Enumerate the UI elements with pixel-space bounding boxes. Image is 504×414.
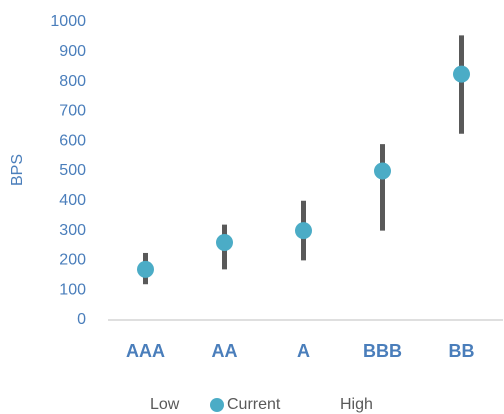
y-tick-label: 300 [59,222,86,239]
x-tick-label: A [297,341,310,361]
current-marker [374,162,391,180]
x-tick-label: AAA [126,341,165,361]
x-tick-label: BB [449,341,475,361]
y-tick-label: 100 [59,281,86,298]
y-tick-label: 900 [59,43,86,60]
current-marker [137,260,154,278]
x-tick-label: BBB [363,341,402,361]
y-tick-label: 700 [59,103,86,120]
current-marker [453,65,470,83]
y-tick-label: 400 [59,192,86,209]
y-tick-label: 500 [59,162,86,179]
y-tick-label: 600 [59,132,86,149]
y-tick-label: 0 [77,311,86,328]
y-tick-label: 200 [59,252,86,269]
y-tick-label: 1000 [50,13,86,30]
current-marker [295,222,312,240]
legend-label: Current [227,396,281,413]
legend-label: High [340,396,373,413]
y-tick-label: 800 [59,73,86,90]
x-tick-label: AA [212,341,238,361]
current-marker [216,234,233,252]
y-axis-label: BPS [9,154,26,186]
legend-marker [210,398,224,412]
legend-label: Low [150,396,180,413]
